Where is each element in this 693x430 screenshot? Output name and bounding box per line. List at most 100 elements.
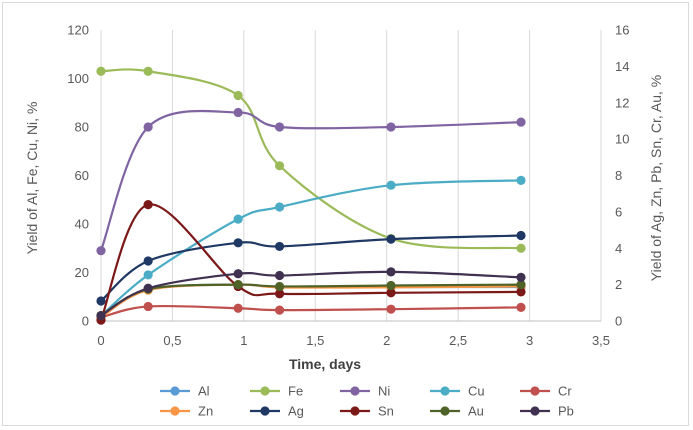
data-point-ni [386, 122, 396, 132]
data-point-au [516, 280, 526, 290]
series-ag [96, 230, 526, 306]
series-line-ni [99, 109, 522, 252]
data-point-cu [143, 270, 153, 280]
left-y-axis-title: Yield of Al, Fe, Cu, Ni, % [24, 102, 40, 255]
data-point-fe [96, 66, 106, 76]
legend-item-ag: Ag [250, 404, 304, 419]
legend-item-au: Au [430, 404, 484, 419]
series-ni [96, 107, 526, 256]
x-tick-label: 1 [240, 333, 247, 348]
legend-swatch-marker [170, 386, 180, 396]
x-tick-label: 0 [97, 333, 104, 348]
left-y-tick-label: 60 [75, 168, 89, 183]
legend-item-cr: Cr [520, 384, 572, 399]
left-y-tick-label: 40 [75, 217, 89, 232]
data-point-pb [143, 283, 153, 293]
data-point-ni [274, 122, 285, 132]
data-point-cr [143, 301, 153, 312]
legend-label: Al [198, 384, 210, 399]
data-point-fe [143, 66, 153, 76]
data-point-cu [274, 202, 285, 212]
legend-item-zn: Zn [160, 404, 213, 419]
data-point-au [386, 280, 396, 291]
data-point-cr [274, 305, 285, 315]
right-y-axis-title: Yield of Ag, Zn, Pb, Sn, Cr, Au, % [648, 75, 664, 281]
data-point-ag [386, 234, 396, 244]
legend-swatch-marker [530, 386, 540, 396]
data-point-au [233, 280, 243, 290]
series-group [96, 66, 526, 325]
legend-item-cu: Cu [430, 384, 485, 399]
data-point-pb [274, 270, 285, 281]
data-point-ag [143, 256, 153, 266]
data-point-sn [386, 288, 396, 298]
data-point-ni [96, 246, 106, 256]
left-y-tick-label: 120 [67, 23, 89, 38]
series-fe [96, 66, 526, 253]
data-point-sn [516, 287, 526, 297]
legend-swatch-marker [350, 406, 360, 416]
series-line-sn [99, 203, 522, 321]
x-tick-label: 3,5 [592, 333, 610, 348]
data-point-ni [233, 107, 243, 118]
right-y-tick-label: 10 [615, 132, 629, 147]
data-point-ag [233, 238, 243, 248]
data-point-sn [143, 200, 153, 210]
data-point-ag [516, 230, 526, 241]
vertical-grid [100, 30, 602, 321]
right-y-tick-label: 12 [615, 95, 629, 110]
series-pb [96, 267, 526, 321]
x-tick-label: 1,5 [306, 333, 324, 348]
data-point-pb [233, 269, 243, 279]
left-y-axis-ticks: 0 20 40 60 80 100 120 [67, 23, 89, 329]
legend-label: Sn [378, 404, 394, 419]
x-tick-label: 2,5 [449, 333, 467, 348]
data-point-cu [386, 180, 396, 190]
left-y-tick-label: 0 [82, 314, 89, 329]
legend-item-ni: Ni [340, 384, 390, 399]
legend-swatch-marker [260, 406, 270, 416]
legend-label: Au [468, 404, 484, 419]
data-point-ag [274, 241, 285, 252]
legend-label: Ni [378, 384, 390, 399]
right-y-tick-label: 8 [615, 168, 622, 183]
left-y-tick-label: 20 [75, 265, 89, 280]
data-point-ag [96, 296, 106, 306]
data-point-pb [516, 272, 526, 282]
right-y-tick-label: 16 [615, 23, 629, 38]
legend-swatch-marker [170, 406, 180, 416]
data-point-fe [274, 161, 285, 171]
chart-frame: 0 0,5 1 1,5 2 2,5 3 3,5 0 20 40 60 80 100 120 0 2 4 6 8 10… [2, 2, 689, 426]
x-axis-ticks: 0 0,5 1 1,5 2 2,5 3 3,5 [97, 333, 610, 348]
legend: Al Fe Ni Cu Cr Zn Ag Sn Au Pb [160, 384, 574, 419]
series-cr [96, 301, 526, 322]
data-point-cr [516, 302, 526, 312]
right-y-tick-label: 0 [615, 314, 622, 329]
legend-swatch-marker [530, 406, 540, 416]
legend-item-pb: Pb [520, 404, 574, 419]
line-chart: 0 0,5 1 1,5 2 2,5 3 3,5 0 20 40 60 80 100 120 0 2 4 6 8 10… [24, 23, 664, 419]
right-y-tick-label: 14 [615, 59, 629, 74]
data-point-cr [233, 303, 243, 313]
data-point-cu [516, 175, 526, 185]
legend-label: Pb [558, 404, 574, 419]
x-tick-label: 3 [526, 333, 533, 348]
legend-item-sn: Sn [340, 404, 394, 419]
data-point-sn [274, 289, 285, 299]
legend-item-fe: Fe [250, 384, 303, 399]
legend-label: Zn [198, 404, 213, 419]
legend-swatch-marker [260, 386, 270, 396]
right-y-axis-ticks: 0 2 4 6 8 10 12 14 16 [615, 23, 629, 329]
data-point-pb [386, 267, 396, 277]
legend-swatch-marker [440, 406, 450, 416]
series-cu [96, 175, 526, 321]
left-y-tick-label: 100 [67, 71, 89, 86]
legend-swatch-marker [440, 386, 450, 396]
right-y-tick-label: 2 [615, 277, 622, 292]
data-point-fe [233, 90, 243, 101]
legend-swatch-marker [350, 386, 360, 396]
data-point-pb [96, 310, 106, 321]
x-tick-label: 0,5 [163, 333, 181, 348]
x-axis-title: Time, days [289, 356, 361, 372]
legend-label: Ag [288, 404, 304, 419]
